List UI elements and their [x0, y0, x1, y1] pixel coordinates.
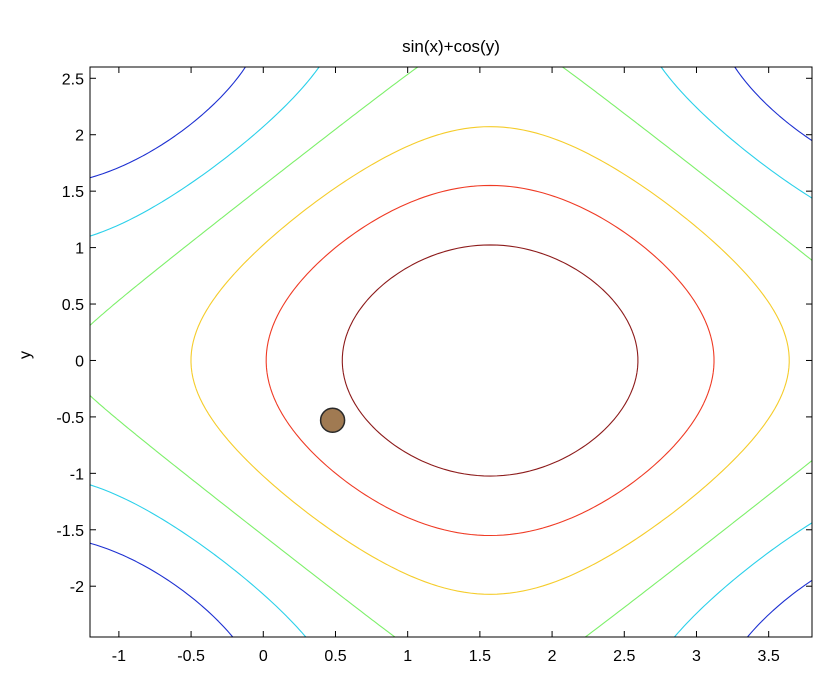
- y-axis-label: y: [17, 351, 34, 359]
- contour-level-6: [341, 244, 639, 477]
- x-tick-label: 3.5: [758, 648, 780, 665]
- y-tick-label: 1.5: [62, 184, 84, 201]
- x-tick-label: 0.5: [324, 648, 346, 665]
- y-tick-label: -0.5: [56, 410, 84, 427]
- x-tick-label: -1: [112, 648, 126, 665]
- contour-lines: [89, 66, 813, 638]
- x-tick-label: 0: [259, 648, 268, 665]
- x-tick-label: 2.5: [613, 648, 635, 665]
- y-tick-label: 0.5: [62, 297, 84, 314]
- x-tick-label: 3: [692, 648, 701, 665]
- contour-level-5: [265, 184, 715, 537]
- y-tick-label: 0: [75, 353, 84, 370]
- y-tick-label: 1: [75, 241, 84, 258]
- x-tick-label: -0.5: [177, 648, 205, 665]
- contour-level-1: [89, 66, 813, 638]
- marker-point: [319, 407, 346, 434]
- y-tick-label: -1.5: [56, 523, 84, 540]
- chart-title: sin(x)+cos(y): [402, 37, 500, 56]
- y-tick-label: 2: [75, 128, 84, 145]
- x-tick-label: 1: [403, 648, 412, 665]
- x-tick-label: 2: [548, 648, 557, 665]
- y-tick-label: 2.5: [62, 71, 84, 88]
- marker-layer: [319, 407, 346, 434]
- plot-frame: [89, 66, 813, 638]
- contour-level-3: [89, 66, 813, 638]
- x-tick-label: 1.5: [469, 648, 491, 665]
- y-tick-label: -2: [70, 579, 84, 596]
- y-ticks: -2 -1.5 -1 -0.5 0 0.5 1 1.5 2 2.5: [56, 71, 812, 596]
- contour-level-4: [190, 126, 790, 595]
- y-tick-label: -1: [70, 466, 84, 483]
- contour-level-2: [89, 66, 813, 638]
- x-ticks: -1 -0.5 0 0.5 1 1.5 2 2.5 3 3.5: [112, 67, 780, 665]
